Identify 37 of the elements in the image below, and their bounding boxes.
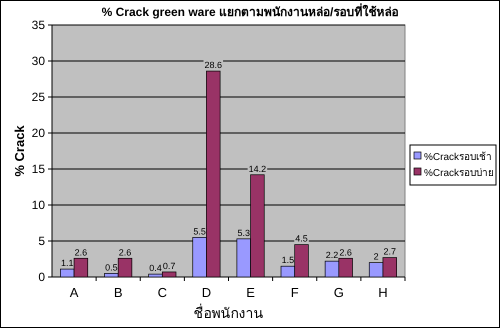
- data-label: 2.6: [118, 247, 132, 258]
- y-axis-title: % Crack: [12, 124, 27, 177]
- data-label: 0.7: [162, 260, 176, 271]
- x-tick-label: E: [246, 285, 256, 300]
- x-tick-label: D: [202, 285, 212, 300]
- data-label: 2.2: [326, 250, 338, 260]
- legend-label: %Crackรอบบ่าย: [424, 168, 494, 179]
- data-label: 2.6: [74, 247, 88, 258]
- data-label: 2: [374, 252, 379, 262]
- legend-label: %Crackรอบเช้า: [424, 151, 492, 163]
- data-label: 5.3: [237, 228, 250, 238]
- x-tick-label: F: [290, 285, 299, 300]
- data-label: 4.5: [295, 234, 308, 244]
- data-label: 0.5: [105, 262, 118, 272]
- data-label: 2.7: [384, 246, 396, 257]
- y-tick-label: 25: [32, 90, 46, 104]
- data-label: 1.1: [60, 258, 74, 268]
- y-tick-label: 30: [32, 54, 46, 68]
- data-label: 28.6: [204, 60, 222, 70]
- data-label: 1.5: [282, 255, 294, 266]
- y-tick-label: 0: [38, 270, 46, 284]
- y-tick-label: 20: [32, 126, 46, 140]
- y-tick-label: 5: [38, 234, 46, 248]
- x-tick-label: H: [378, 285, 388, 300]
- data-label: 14.2: [248, 164, 266, 174]
- x-axis-title: ชื่อพนักงาน: [194, 304, 264, 321]
- data-label: 0.4: [149, 263, 162, 274]
- x-tick-label: B: [114, 285, 123, 300]
- y-tick-label: 15: [32, 162, 46, 176]
- data-label: 2.6: [339, 247, 352, 258]
- x-tick-label: G: [334, 285, 344, 300]
- x-tick-label: A: [70, 285, 79, 300]
- x-tick-label: C: [158, 285, 168, 300]
- y-tick-label: 35: [32, 18, 46, 32]
- data-label: 5.5: [193, 226, 206, 236]
- title: % Crack green ware แยกตามพนักงานหล่อ/รอบที่ใช้หล่อ: [102, 5, 398, 19]
- y-tick-label: 10: [32, 198, 46, 212]
